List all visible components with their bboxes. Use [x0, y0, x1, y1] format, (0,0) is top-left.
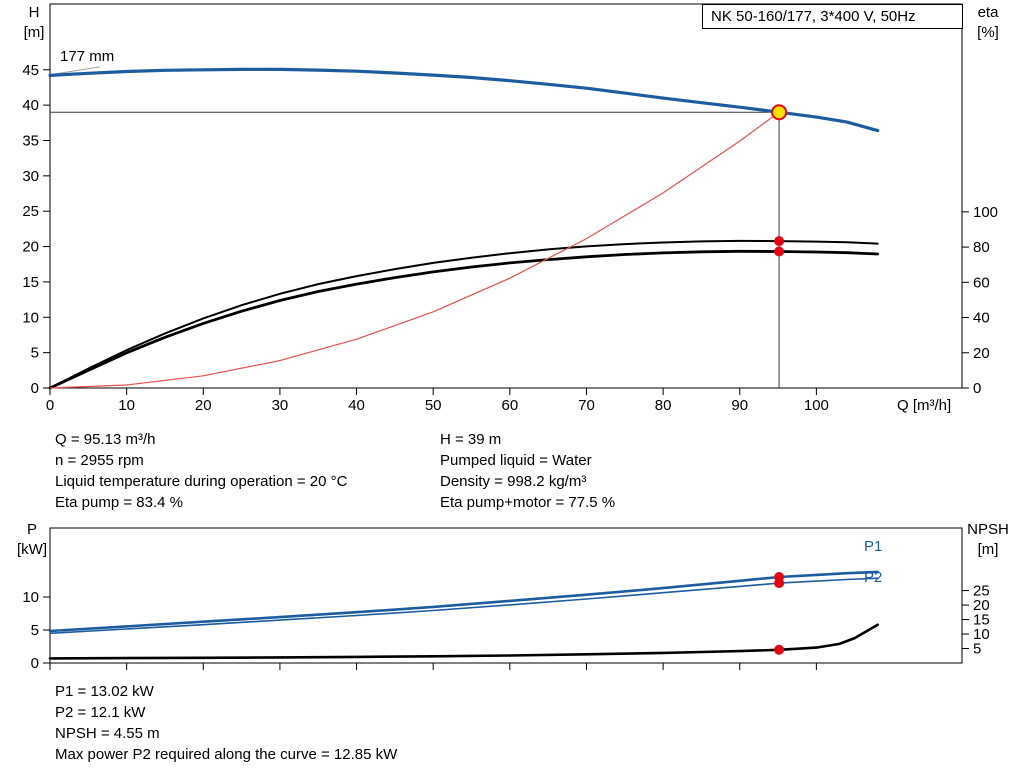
npsh-curve [48, 623, 879, 660]
p1-series-label: P1 [864, 538, 883, 555]
svg-text:50: 50 [425, 397, 442, 414]
plot-border [49, 527, 963, 664]
info-speed: n = 2955 rpm [55, 452, 144, 469]
pump-model-box: NK 50-160/177, 3*400 V, 50Hz [702, 4, 963, 29]
svg-text:5: 5 [31, 345, 39, 362]
markers-layer [771, 104, 788, 257]
info-pumped-liquid: Pumped liquid = Water [440, 452, 592, 469]
svg-text:10: 10 [22, 589, 39, 606]
plot-frame [49, 527, 963, 664]
svg-text:10: 10 [973, 626, 990, 643]
npsh-axis-symbol: NPSH [967, 521, 1009, 538]
svg-text:0: 0 [31, 655, 39, 672]
head-axis-title: H [m] [12, 3, 56, 43]
svg-text:40: 40 [348, 397, 365, 414]
svg-text:40: 40 [22, 97, 39, 114]
svg-text:70: 70 [578, 397, 595, 414]
power-data-block: P1 = 13.02 kW P2 = 12.1 kW NPSH = 4.55 m… [55, 681, 397, 765]
svg-text:25: 25 [22, 203, 39, 220]
series-layer [48, 570, 879, 660]
info-max-power: Max power P2 required along the curve = … [55, 746, 398, 763]
svg-text:30: 30 [272, 397, 289, 414]
info-eta-pump-motor: Eta pump+motor = 77.5 % [440, 494, 616, 511]
svg-text:15: 15 [973, 612, 990, 629]
power-axis-symbol: P [26, 521, 37, 538]
series-layer [48, 67, 880, 390]
p2-point [774, 578, 785, 589]
duty-data-right-column: H = 39 m Pumped liquid = Water Density =… [440, 429, 615, 513]
info-liquid-temperature: Liquid temperature during operation = 20… [55, 473, 348, 490]
svg-text:0: 0 [46, 397, 54, 414]
flow-axis-label: Q [m³/h] [897, 397, 952, 414]
svg-text:60: 60 [973, 274, 990, 291]
svg-text:20: 20 [22, 239, 39, 256]
markers-layer [774, 572, 785, 655]
system-curve [49, 111, 780, 389]
duty-data-block: Q = 95.13 m³/h n = 2955 rpm Liquid tempe… [55, 429, 615, 513]
info-p2: P2 = 12.1 kW [55, 704, 146, 721]
svg-text:5: 5 [973, 641, 981, 658]
npsh-axis-title: NPSH [m] [956, 520, 1020, 560]
svg-text:0: 0 [31, 380, 39, 397]
p1-curve [48, 570, 879, 633]
p2-series-label: P2 [864, 569, 883, 586]
eta-pump-curve [49, 239, 879, 389]
svg-text:20: 20 [973, 345, 990, 362]
plot-frame [49, 3, 963, 389]
npsh-axis-unit: [m] [977, 541, 999, 558]
svg-text:15: 15 [22, 274, 39, 291]
eta-axis-title: eta [%] [960, 3, 1016, 43]
svg-text:20: 20 [973, 597, 990, 614]
svg-text:80: 80 [973, 239, 990, 256]
plot-border [49, 3, 963, 389]
info-eta-pump: Eta pump = 83.4 % [55, 494, 183, 511]
svg-text:40: 40 [973, 310, 990, 327]
power-axis-title: P [kW] [8, 520, 56, 560]
svg-text:60: 60 [501, 397, 518, 414]
eta-axis-symbol: eta [977, 4, 999, 21]
axis-ticks: 0 10 20 30 40 50 60 70 80 90 100 0 5 10 15 20 25 30 35 40 45… [22, 62, 998, 414]
svg-text:25: 25 [973, 583, 990, 600]
svg-text:5: 5 [31, 622, 39, 639]
svg-text:90: 90 [731, 397, 748, 414]
eta-pump-motor-point [774, 246, 785, 257]
head-axis-symbol: H [28, 4, 40, 21]
power-axis-unit: [kW] [17, 541, 47, 558]
eta-pump-motor-curve [48, 249, 880, 390]
head-eta-chart: 0 10 20 30 40 50 60 70 80 90 100 0 5 10 15 20 25 30 35 40 45… [22, 3, 998, 414]
npsh-point [774, 644, 785, 655]
svg-text:80: 80 [655, 397, 672, 414]
svg-text:100: 100 [973, 204, 998, 221]
svg-text:0: 0 [973, 380, 981, 397]
info-flow: Q = 95.13 m³/h [55, 431, 156, 448]
svg-text:45: 45 [22, 62, 39, 79]
info-npsh: NPSH = 4.55 m [55, 725, 160, 742]
duty-data-left-column: Q = 95.13 m³/h n = 2955 rpm Liquid tempe… [55, 429, 440, 513]
svg-text:10: 10 [118, 397, 135, 414]
svg-text:30: 30 [22, 168, 39, 185]
head-axis-unit: [m] [23, 24, 45, 41]
svg-text:35: 35 [22, 132, 39, 149]
p2-curve [49, 577, 879, 635]
info-density: Density = 998.2 kg/m³ [440, 473, 587, 490]
duty-point [771, 104, 788, 121]
info-p1: P1 = 13.02 kW [55, 683, 154, 700]
svg-text:100: 100 [804, 397, 829, 414]
head-curve [48, 67, 880, 133]
info-head: H = 39 m [440, 431, 502, 448]
eta-axis-unit: [%] [977, 24, 999, 41]
svg-text:10: 10 [22, 309, 39, 326]
svg-text:20: 20 [195, 397, 212, 414]
eta-pump-point [774, 236, 785, 247]
impeller-diameter-label: 177 mm [60, 48, 115, 65]
